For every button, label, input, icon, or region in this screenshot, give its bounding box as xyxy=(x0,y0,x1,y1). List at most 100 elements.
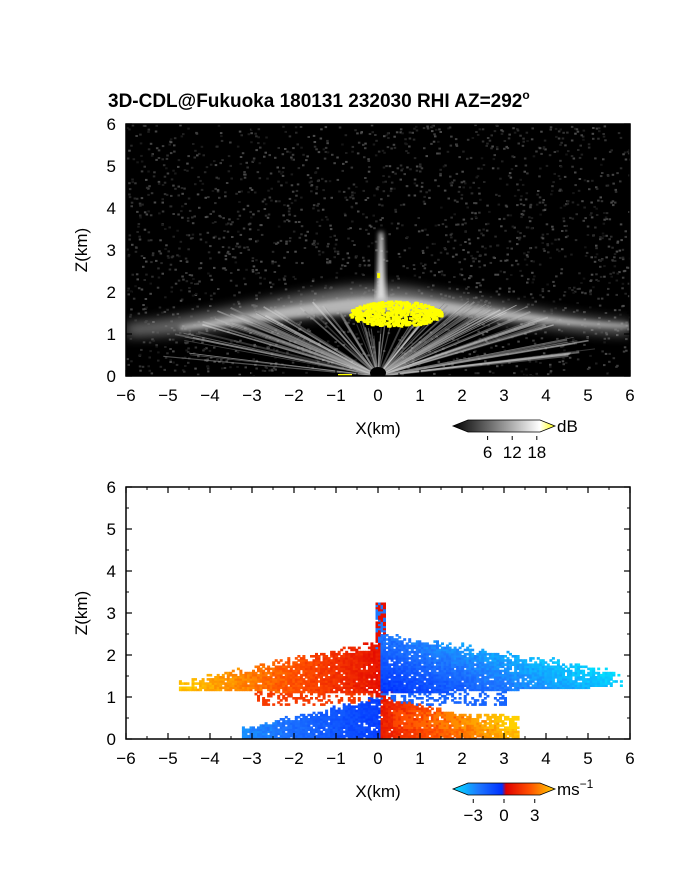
noise-speck xyxy=(305,159,308,162)
noise-speck xyxy=(477,372,480,375)
noise-speck xyxy=(321,208,325,211)
velocity-cell xyxy=(357,713,361,717)
velocity-cell xyxy=(327,736,331,739)
noise-speck xyxy=(608,281,611,284)
velocity-cell xyxy=(373,665,376,669)
high-echo-cell xyxy=(369,320,372,324)
noise-speck xyxy=(478,255,482,257)
velocity-cell xyxy=(342,720,346,723)
high-echo-cell xyxy=(366,304,370,307)
velocity-cell xyxy=(327,694,331,698)
velocity-cell xyxy=(282,697,286,700)
velocity-cell xyxy=(307,688,311,692)
noise-speck xyxy=(156,313,160,316)
velocity-cell xyxy=(373,676,376,679)
noise-speck xyxy=(513,372,516,375)
velocity-cell xyxy=(350,657,354,660)
noise-speck xyxy=(485,331,489,333)
noise-speck xyxy=(582,219,585,222)
velocity-cell xyxy=(365,688,369,692)
velocity-cell xyxy=(345,686,349,690)
noise-speck xyxy=(204,359,207,362)
velocity-cell xyxy=(375,608,379,612)
noise-speck xyxy=(532,260,535,263)
noise-speck xyxy=(307,328,310,331)
noise-speck xyxy=(510,247,513,250)
noise-speck xyxy=(518,238,521,241)
velocity-cell xyxy=(254,732,258,736)
velocity-cell xyxy=(352,707,356,711)
noise-speck xyxy=(270,199,273,202)
high-echo-cell xyxy=(418,309,422,312)
velocity-cell xyxy=(370,642,374,645)
high-echo-cell xyxy=(433,313,437,316)
noise-speck xyxy=(263,155,266,158)
velocity-cell xyxy=(330,736,334,739)
velocity-cell xyxy=(259,669,263,673)
velocity-cell xyxy=(347,711,351,715)
velocity-cell xyxy=(335,728,339,732)
velocity-cell xyxy=(322,655,326,658)
velocity-cell xyxy=(345,720,349,723)
noise-speck xyxy=(541,201,545,204)
velocity-cell xyxy=(362,720,366,723)
velocity-cell xyxy=(302,665,306,669)
noise-speck xyxy=(595,278,598,281)
velocity-cell xyxy=(289,682,293,685)
velocity-cell xyxy=(315,688,318,692)
velocity-cell xyxy=(307,663,311,666)
noise-speck xyxy=(610,275,613,278)
noise-speck xyxy=(603,337,607,340)
noise-speck xyxy=(126,157,130,160)
noise-speck xyxy=(145,306,148,309)
high-echo-cell xyxy=(413,323,417,327)
noise-speck xyxy=(507,137,511,140)
velocity-cell xyxy=(199,680,203,683)
velocity-cell xyxy=(297,720,301,723)
noise-speck xyxy=(522,137,525,140)
velocity-cell xyxy=(299,713,303,717)
velocity-cell xyxy=(269,726,273,729)
noise-speck xyxy=(530,260,533,263)
noise-speck xyxy=(174,172,177,175)
noise-speck xyxy=(535,203,539,206)
velocity-cell xyxy=(231,669,235,673)
noise-speck xyxy=(129,315,132,318)
velocity-cell xyxy=(184,682,187,685)
noise-speck xyxy=(394,172,397,175)
noise-speck xyxy=(210,278,214,281)
velocity-cell xyxy=(312,663,316,666)
velocity-cell xyxy=(257,726,260,729)
velocity-cell xyxy=(302,703,306,706)
velocity-cell xyxy=(383,669,386,673)
velocity-cell xyxy=(209,686,213,690)
velocity-cell xyxy=(244,684,248,687)
noise-speck xyxy=(571,289,574,292)
velocity-cell xyxy=(383,604,386,608)
velocity-cell xyxy=(267,688,271,692)
noise-speck xyxy=(604,216,608,219)
high-echo-cell xyxy=(396,307,400,311)
noise-speck xyxy=(425,191,428,194)
velocity-cell xyxy=(249,736,253,739)
velocity-cell xyxy=(199,682,203,685)
velocity-cell xyxy=(330,690,334,694)
noise-speck xyxy=(419,190,423,193)
velocity-cell xyxy=(357,678,361,681)
noise-speck xyxy=(473,202,476,205)
velocity-cell xyxy=(352,655,356,658)
velocity-cell xyxy=(264,728,268,732)
x-tick-label: −4 xyxy=(200,386,219,405)
velocity-cell xyxy=(385,726,389,729)
velocity-cell xyxy=(352,692,356,696)
noise-speck xyxy=(480,157,484,160)
noise-speck xyxy=(224,191,227,194)
noise-speck xyxy=(422,252,425,254)
noise-speck xyxy=(172,306,176,309)
velocity-cell xyxy=(375,629,379,633)
velocity-cell xyxy=(342,667,346,671)
noise-speck xyxy=(485,144,488,147)
high-echo-cell xyxy=(357,317,361,320)
velocity-cell xyxy=(378,646,381,650)
velocity-cell xyxy=(272,736,276,739)
